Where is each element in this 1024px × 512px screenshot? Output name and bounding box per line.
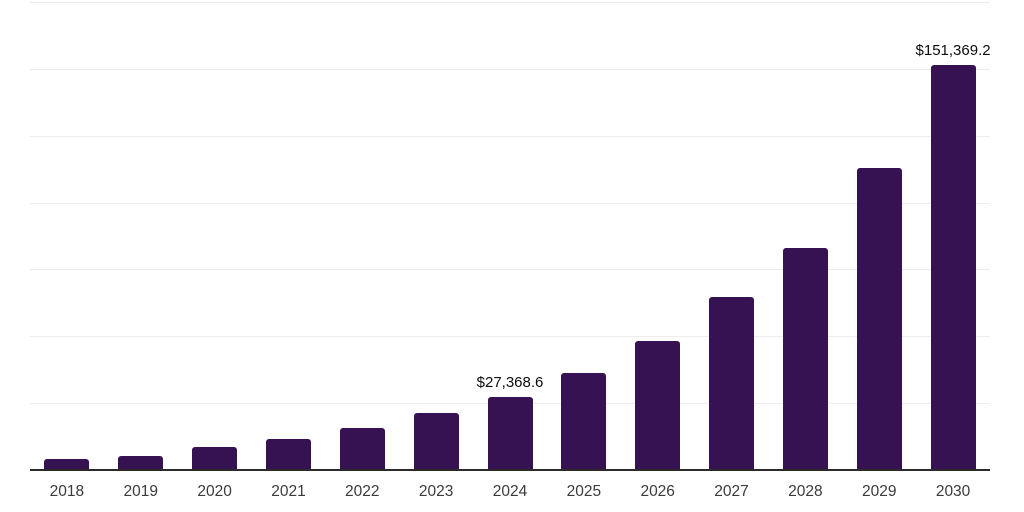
bar-value-label-2030: $151,369.2 <box>915 42 991 60</box>
bar-2030 <box>930 65 976 470</box>
bar-2027 <box>709 296 755 470</box>
bar-value-label-2024: $27,368.6 <box>476 373 544 391</box>
x-tick-label-2024: 2024 <box>492 483 528 500</box>
gridline <box>30 68 990 70</box>
bar-2023 <box>413 413 459 470</box>
x-tick-label-2022: 2022 <box>345 483 380 500</box>
bar-2018 <box>44 459 90 470</box>
bar-2022 <box>339 428 385 470</box>
bar-2021 <box>265 438 311 470</box>
gridline <box>30 2 990 3</box>
plot-area: $27,368.6 $151,369.2 <box>30 2 991 470</box>
bar-2020 <box>192 447 238 470</box>
x-tick-label-2019: 2019 <box>123 483 159 500</box>
x-tick-label-2021: 2021 <box>271 483 306 500</box>
x-tick-label-2028: 2028 <box>788 483 823 500</box>
x-tick-label-2020: 2020 <box>197 483 232 500</box>
gridline <box>30 269 990 271</box>
bar-2026 <box>635 341 681 470</box>
x-tick-label-2025: 2025 <box>566 483 602 500</box>
x-axis-line <box>30 469 990 471</box>
bar-2029 <box>856 168 902 470</box>
gridline <box>30 202 990 204</box>
x-tick-label-2027: 2027 <box>714 483 749 500</box>
x-tick-label-2023: 2023 <box>418 483 454 500</box>
gridline <box>30 336 990 338</box>
x-tick-label-2026: 2026 <box>640 483 675 500</box>
gridline <box>30 135 990 137</box>
bar-2025 <box>561 372 607 470</box>
bar-2028 <box>782 248 828 470</box>
bar-2024 <box>487 396 533 470</box>
bar-2019 <box>118 456 164 470</box>
x-tick-label-2029: 2029 <box>861 483 897 500</box>
x-axis-labels: 2018 2019 2020 2021 2022 2023 2024 2025 2026 2027… <box>30 484 990 504</box>
x-tick-label-2030: 2030 <box>935 483 971 500</box>
x-tick-label-2018: 2018 <box>49 483 85 500</box>
